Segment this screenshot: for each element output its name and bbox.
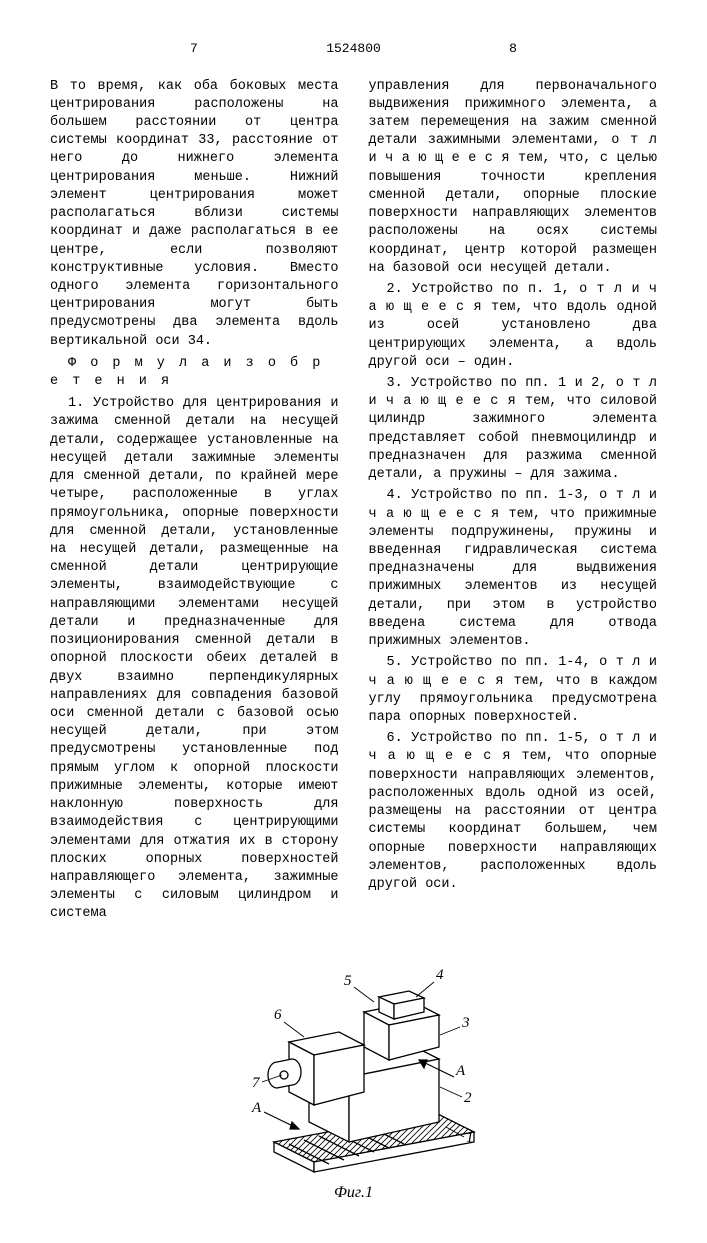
- fig-label-A2: A: [455, 1063, 466, 1079]
- claim-2: 2. Устройство по п. 1, о т л и ч а ю щ е…: [369, 281, 658, 372]
- claim-4: 4. Устройство по пп. 1-3, о т л и ч а ю …: [369, 487, 658, 651]
- figure-drawing: 1 2 3 4 5 6 7 A A: [214, 957, 494, 1177]
- figure-caption: Фиг.1: [50, 1182, 657, 1204]
- patent-number: 1524800: [326, 40, 381, 58]
- page-number-right: 8: [509, 40, 517, 58]
- fig-label-4: 4: [436, 967, 444, 983]
- text-columns: В то время, как оба боковых места центри…: [50, 78, 657, 927]
- fig-label-3: 3: [461, 1015, 470, 1031]
- figure-1: 1 2 3 4 5 6 7 A A Фиг.1: [50, 957, 657, 1204]
- claim-5: 5. Устройство по пп. 1-4, о т л и ч а ю …: [369, 654, 658, 727]
- fig-label-7: 7: [252, 1075, 261, 1091]
- page-header: 7 1524800 8: [50, 40, 657, 58]
- page-number-left: 7: [190, 40, 198, 58]
- fig-label-A1: A: [251, 1100, 262, 1116]
- claim-3: 3. Устройство по пп. 1 и 2, о т л и ч а …: [369, 375, 658, 484]
- claim-6: 6. Устройство по пп. 1-5, о т л и ч а ю …: [369, 730, 658, 894]
- fig-label-5: 5: [344, 973, 352, 989]
- right-column: управления для первоначального выдвижени…: [369, 78, 658, 927]
- fig-label-6: 6: [274, 1007, 282, 1023]
- left-column: В то время, как оба боковых места центри…: [50, 78, 339, 927]
- intro-paragraph: В то время, как оба боковых места центри…: [50, 78, 339, 351]
- fig-label-2: 2: [464, 1090, 472, 1106]
- claim-1: 1. Устройство для центрирования и зажима…: [50, 395, 339, 923]
- formula-title: Ф о р м у л а и з о б р е т е н и я: [50, 355, 339, 391]
- claim-1-continuation: управления для первоначального выдвижени…: [369, 78, 658, 278]
- fig-label-1: 1: [466, 1130, 474, 1146]
